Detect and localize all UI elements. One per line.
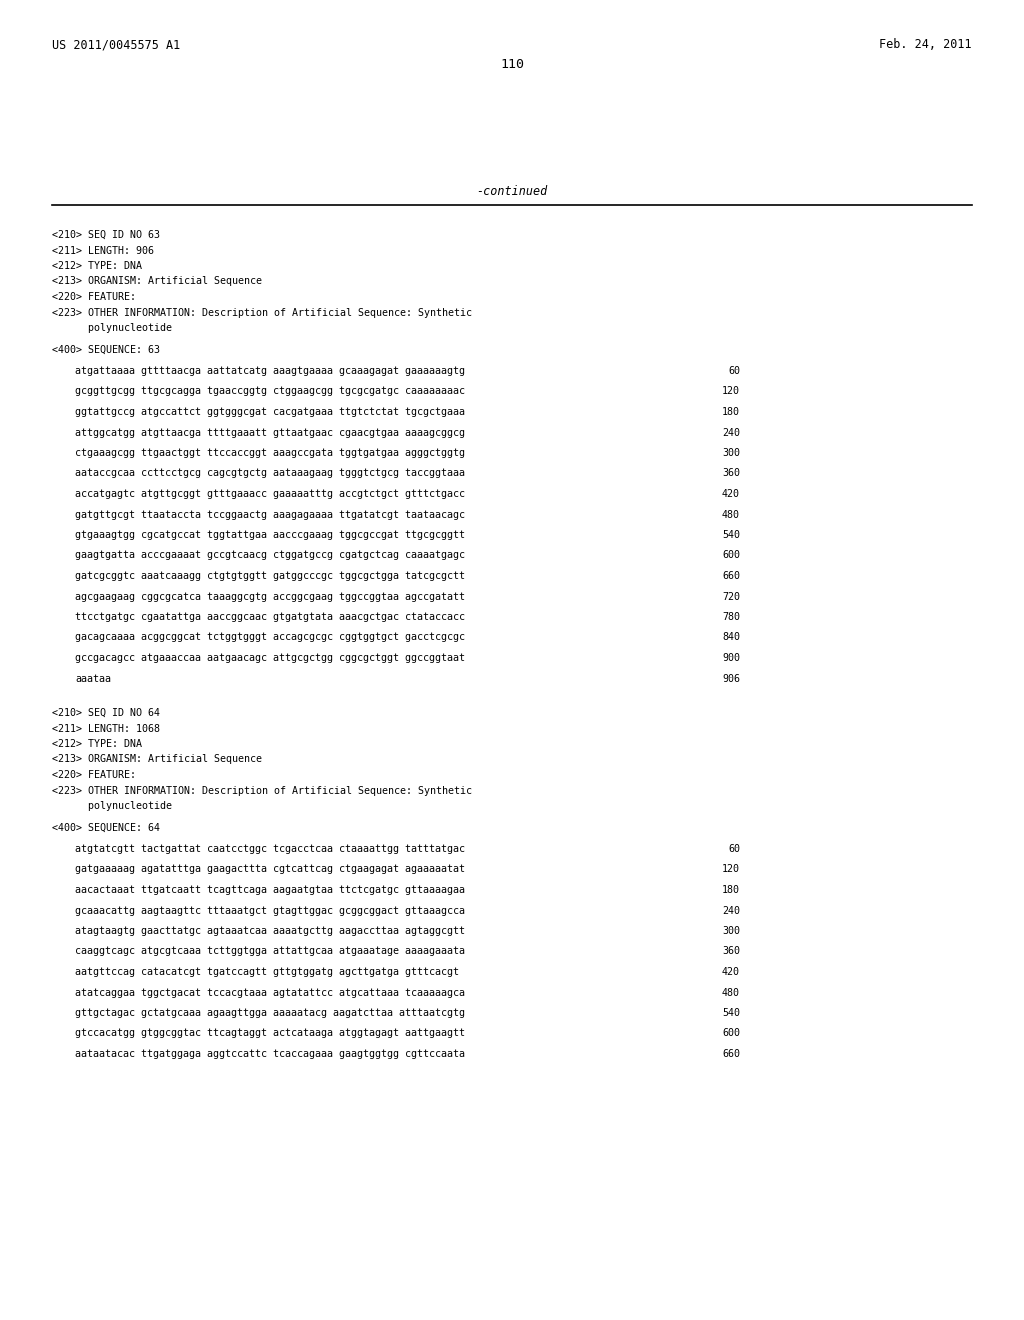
Text: <223> OTHER INFORMATION: Description of Artificial Sequence: Synthetic: <223> OTHER INFORMATION: Description of …: [52, 308, 472, 318]
Text: 420: 420: [722, 968, 740, 977]
Text: 110: 110: [500, 58, 524, 71]
Text: 60: 60: [728, 843, 740, 854]
Text: <211> LENGTH: 1068: <211> LENGTH: 1068: [52, 723, 160, 734]
Text: <220> FEATURE:: <220> FEATURE:: [52, 292, 136, 302]
Text: aacactaaat ttgatcaatt tcagttcaga aagaatgtaa ttctcgatgc gttaaaagaa: aacactaaat ttgatcaatt tcagttcaga aagaatg…: [75, 884, 465, 895]
Text: 660: 660: [722, 1049, 740, 1059]
Text: gcggttgcgg ttgcgcagga tgaaccggtg ctggaagcgg tgcgcgatgc caaaaaaaac: gcggttgcgg ttgcgcagga tgaaccggtg ctggaag…: [75, 387, 465, 396]
Text: ggtattgccg atgccattct ggtgggcgat cacgatgaaa ttgtctctat tgcgctgaaa: ggtattgccg atgccattct ggtgggcgat cacgatg…: [75, 407, 465, 417]
Text: <212> TYPE: DNA: <212> TYPE: DNA: [52, 261, 142, 271]
Text: gtgaaagtgg cgcatgccat tggtattgaa aacccgaaag tggcgccgat ttgcgcggtt: gtgaaagtgg cgcatgccat tggtattgaa aacccga…: [75, 531, 465, 540]
Text: 906: 906: [722, 673, 740, 684]
Text: aataatacac ttgatggaga aggtccattc tcaccagaaa gaagtggtgg cgttccaata: aataatacac ttgatggaga aggtccattc tcaccag…: [75, 1049, 465, 1059]
Text: gttgctagac gctatgcaaa agaagttgga aaaaatacg aagatcttaa atttaatcgtg: gttgctagac gctatgcaaa agaagttgga aaaaata…: [75, 1008, 465, 1018]
Text: US 2011/0045575 A1: US 2011/0045575 A1: [52, 38, 180, 51]
Text: 660: 660: [722, 572, 740, 581]
Text: gaagtgatta acccgaaaat gccgtcaacg ctggatgccg cgatgctcag caaaatgagc: gaagtgatta acccgaaaat gccgtcaacg ctggatg…: [75, 550, 465, 561]
Text: 120: 120: [722, 865, 740, 874]
Text: 240: 240: [722, 906, 740, 916]
Text: <213> ORGANISM: Artificial Sequence: <213> ORGANISM: Artificial Sequence: [52, 755, 262, 764]
Text: 480: 480: [722, 510, 740, 520]
Text: 840: 840: [722, 632, 740, 643]
Text: 480: 480: [722, 987, 740, 998]
Text: 180: 180: [722, 407, 740, 417]
Text: 360: 360: [722, 469, 740, 479]
Text: <213> ORGANISM: Artificial Sequence: <213> ORGANISM: Artificial Sequence: [52, 276, 262, 286]
Text: caaggtcagc atgcgtcaaa tcttggtgga attattgcaa atgaaatage aaaagaaata: caaggtcagc atgcgtcaaa tcttggtgga attattg…: [75, 946, 465, 957]
Text: 60: 60: [728, 366, 740, 376]
Text: atagtaagtg gaacttatgc agtaaatcaa aaaatgcttg aagaccttaa agtaggcgtt: atagtaagtg gaacttatgc agtaaatcaa aaaatgc…: [75, 927, 465, 936]
Text: <223> OTHER INFORMATION: Description of Artificial Sequence: Synthetic: <223> OTHER INFORMATION: Description of …: [52, 785, 472, 796]
Text: <210> SEQ ID NO 63: <210> SEQ ID NO 63: [52, 230, 160, 240]
Text: <400> SEQUENCE: 63: <400> SEQUENCE: 63: [52, 345, 160, 355]
Text: 540: 540: [722, 1008, 740, 1018]
Text: 300: 300: [722, 447, 740, 458]
Text: <212> TYPE: DNA: <212> TYPE: DNA: [52, 739, 142, 748]
Text: aatgttccag catacatcgt tgatccagtt gttgtggatg agcttgatga gtttcacgt: aatgttccag catacatcgt tgatccagtt gttgtgg…: [75, 968, 459, 977]
Text: <220> FEATURE:: <220> FEATURE:: [52, 770, 136, 780]
Text: 600: 600: [722, 1028, 740, 1039]
Text: <211> LENGTH: 906: <211> LENGTH: 906: [52, 246, 154, 256]
Text: 300: 300: [722, 927, 740, 936]
Text: polynucleotide: polynucleotide: [52, 801, 172, 810]
Text: attggcatgg atgttaacga ttttgaaatt gttaatgaac cgaacgtgaa aaaagcggcg: attggcatgg atgttaacga ttttgaaatt gttaatg…: [75, 428, 465, 437]
Text: accatgagtc atgttgcggt gtttgaaacc gaaaaatttg accgtctgct gtttctgacc: accatgagtc atgttgcggt gtttgaaacc gaaaaat…: [75, 488, 465, 499]
Text: atgattaaaa gttttaacga aattatcatg aaagtgaaaa gcaaagagat gaaaaaagtg: atgattaaaa gttttaacga aattatcatg aaagtga…: [75, 366, 465, 376]
Text: ttcctgatgc cgaatattga aaccggcaac gtgatgtata aaacgctgac ctataccacc: ttcctgatgc cgaatattga aaccggcaac gtgatgt…: [75, 612, 465, 622]
Text: aaataa: aaataa: [75, 673, 111, 684]
Text: atatcaggaa tggctgacat tccacgtaaa agtatattcc atgcattaaa tcaaaaagca: atatcaggaa tggctgacat tccacgtaaa agtatat…: [75, 987, 465, 998]
Text: 240: 240: [722, 428, 740, 437]
Text: 780: 780: [722, 612, 740, 622]
Text: atgtatcgtt tactgattat caatcctggc tcgacctcaa ctaaaattgg tatttatgac: atgtatcgtt tactgattat caatcctggc tcgacct…: [75, 843, 465, 854]
Text: Feb. 24, 2011: Feb. 24, 2011: [880, 38, 972, 51]
Text: gccgacagcc atgaaaccaa aatgaacagc attgcgctgg cggcgctggt ggccggtaat: gccgacagcc atgaaaccaa aatgaacagc attgcgc…: [75, 653, 465, 663]
Text: 420: 420: [722, 488, 740, 499]
Text: 540: 540: [722, 531, 740, 540]
Text: 720: 720: [722, 591, 740, 602]
Text: agcgaagaag cggcgcatca taaaggcgtg accggcgaag tggccggtaa agccgatatt: agcgaagaag cggcgcatca taaaggcgtg accggcg…: [75, 591, 465, 602]
Text: aataccgcaa ccttcctgcg cagcgtgctg aataaagaag tgggtctgcg taccggtaaa: aataccgcaa ccttcctgcg cagcgtgctg aataaag…: [75, 469, 465, 479]
Text: 120: 120: [722, 387, 740, 396]
Text: <210> SEQ ID NO 64: <210> SEQ ID NO 64: [52, 708, 160, 718]
Text: <400> SEQUENCE: 64: <400> SEQUENCE: 64: [52, 822, 160, 833]
Text: gatgttgcgt ttaataccta tccggaactg aaagagaaaa ttgatatcgt taataacagc: gatgttgcgt ttaataccta tccggaactg aaagaga…: [75, 510, 465, 520]
Text: 180: 180: [722, 884, 740, 895]
Text: 900: 900: [722, 653, 740, 663]
Text: gatgaaaaag agatatttga gaagacttta cgtcattcag ctgaagagat agaaaaatat: gatgaaaaag agatatttga gaagacttta cgtcatt…: [75, 865, 465, 874]
Text: gcaaacattg aagtaagttc tttaaatgct gtagttggac gcggcggact gttaaagcca: gcaaacattg aagtaagttc tttaaatgct gtagttg…: [75, 906, 465, 916]
Text: gacagcaaaa acggcggcat tctggtgggt accagcgcgc cggtggtgct gacctcgcgc: gacagcaaaa acggcggcat tctggtgggt accagcg…: [75, 632, 465, 643]
Text: gatcgcggtc aaatcaaagg ctgtgtggtt gatggcccgc tggcgctgga tatcgcgctt: gatcgcggtc aaatcaaagg ctgtgtggtt gatggcc…: [75, 572, 465, 581]
Text: gtccacatgg gtggcggtac ttcagtaggt actcataaga atggtagagt aattgaagtt: gtccacatgg gtggcggtac ttcagtaggt actcata…: [75, 1028, 465, 1039]
Text: 600: 600: [722, 550, 740, 561]
Text: ctgaaagcgg ttgaactggt ttccaccggt aaagccgata tggtgatgaa agggctggtg: ctgaaagcgg ttgaactggt ttccaccggt aaagccg…: [75, 447, 465, 458]
Text: polynucleotide: polynucleotide: [52, 323, 172, 333]
Text: 360: 360: [722, 946, 740, 957]
Text: -continued: -continued: [476, 185, 548, 198]
